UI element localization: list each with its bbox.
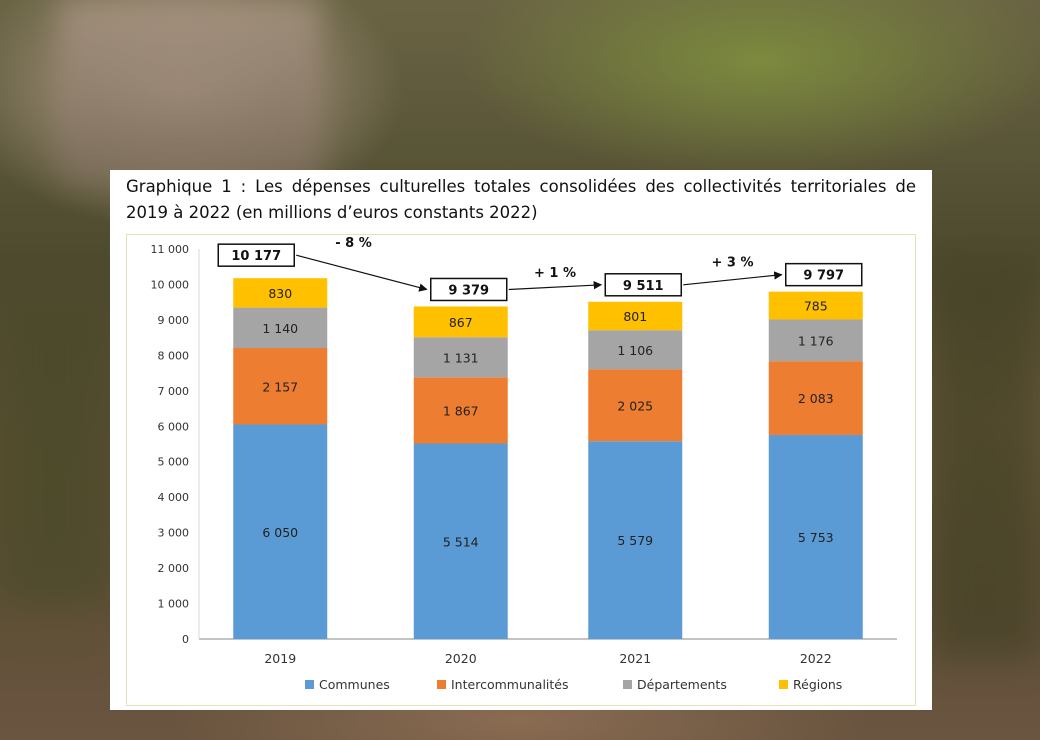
total-label: 9 797 [803, 269, 844, 284]
data-label: 5 753 [798, 530, 834, 545]
bar-segment-intercommunalités [413, 377, 508, 444]
bar-segment-départements [413, 337, 508, 378]
chart-area: 0 1 000 2 000 3 000 4 000 5 000 6 000 7 000 8 00… [126, 234, 916, 706]
data-label: 2 083 [798, 391, 834, 406]
data-label: 801 [623, 309, 647, 324]
y-tick-label: 0 [182, 633, 189, 646]
data-label: 1 867 [443, 403, 479, 418]
data-label: 1 106 [617, 343, 653, 358]
total-label: 10 177 [231, 249, 281, 264]
y-tick-label: 8 000 [158, 349, 190, 362]
bar-segment-intercommunalités [768, 361, 863, 436]
background-ruins [60, 0, 320, 180]
bar-segment-départements [233, 307, 328, 349]
data-label: 5 579 [617, 533, 653, 548]
chart-title: Graphique 1 : Les dépenses culturelles t… [126, 177, 916, 222]
bar-segment-départements [768, 319, 863, 362]
total-label: 9 511 [623, 279, 664, 294]
y-tick-label: 2 000 [158, 562, 190, 575]
change-arrow [683, 271, 783, 286]
bar-segment-régions [588, 301, 683, 331]
y-tick-label: 1 000 [158, 598, 190, 611]
change-arrow [296, 254, 428, 292]
data-label: 830 [268, 286, 292, 301]
legend-swatch-régions [779, 680, 788, 689]
data-label: 785 [804, 299, 828, 314]
bar-segment-intercommunalités [233, 348, 328, 425]
x-tick-label: 2020 [445, 651, 477, 666]
data-label: 5 514 [443, 534, 479, 549]
data-label: 1 140 [262, 321, 298, 336]
change-arrow [508, 280, 603, 291]
data-label: 6 050 [262, 525, 298, 540]
change-label: + 3 % [711, 256, 753, 271]
y-tick-label: 9 000 [158, 314, 190, 327]
x-tick-label: 2021 [619, 651, 651, 666]
data-label: 2 025 [617, 398, 653, 413]
bar-segment-régions [768, 291, 863, 320]
y-tick-label: 5 000 [158, 456, 190, 469]
bar-segment-communes [233, 424, 328, 639]
legend-swatch-départements [623, 680, 632, 689]
x-tick-label: 2022 [800, 651, 832, 666]
x-tick-label: 2019 [264, 651, 296, 666]
legend-swatch-intercommunalités [437, 680, 446, 689]
bar-segment-communes [413, 443, 508, 639]
y-tick-label: 3 000 [158, 527, 190, 540]
legend-label: Communes [319, 677, 390, 692]
data-label: 867 [449, 315, 473, 330]
background-foliage-left [0, 300, 110, 600]
total-box [785, 262, 863, 287]
y-tick-label: 10 000 [151, 278, 190, 291]
change-label: + 1 % [534, 266, 576, 281]
legend-label: Départements [637, 677, 727, 692]
bar-segment-communes [588, 441, 683, 639]
bar-segment-communes [768, 435, 863, 639]
legend-label: Régions [793, 677, 842, 692]
total-box [604, 273, 682, 297]
total-box [217, 243, 295, 267]
background-foliage-right [930, 260, 1040, 660]
data-label: 1 131 [443, 350, 479, 365]
bar-segment-régions [233, 278, 328, 308]
data-label: 2 157 [262, 379, 298, 394]
change-label: - 8 % [335, 236, 372, 251]
bar-segment-départements [588, 330, 683, 370]
data-label: 1 176 [798, 333, 834, 348]
total-label: 9 379 [448, 283, 489, 298]
y-tick-label: 11 000 [151, 243, 190, 256]
y-tick-label: 4 000 [158, 491, 190, 504]
bar-segment-intercommunalités [588, 369, 683, 442]
y-tick-label: 6 000 [158, 420, 190, 433]
bar-segment-régions [413, 306, 508, 338]
legend-swatch-communes [305, 680, 314, 689]
y-tick-label: 7 000 [158, 385, 190, 398]
stacked-bar-chart: 0 1 000 2 000 3 000 4 000 5 000 6 000 7 000 8 00… [151, 236, 897, 692]
legend-label: Intercommunalités [451, 677, 569, 692]
total-box [430, 277, 508, 302]
